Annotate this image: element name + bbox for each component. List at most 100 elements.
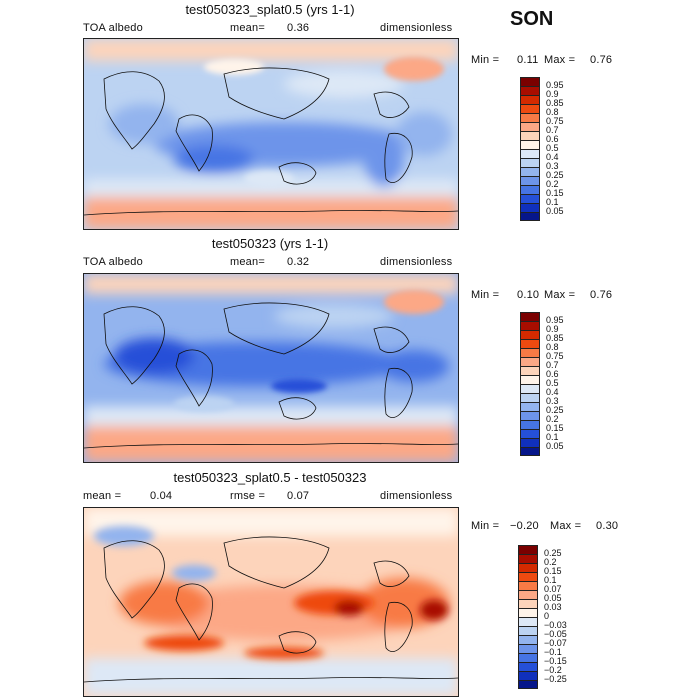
colorbar-tick-label: 0.03: [544, 602, 562, 612]
colorbar-tick-label: 0.15: [544, 566, 562, 576]
colorbar-tick-label: −0.03: [544, 620, 567, 630]
colorbar-tick-label: 0: [544, 611, 550, 621]
colorbar-tick-label: 0.9: [546, 89, 559, 99]
colorbar-tick-label: 0.2: [544, 557, 557, 567]
colorbar-cell: [518, 608, 538, 617]
panel-2-mean-label: mean=: [230, 256, 265, 268]
colorbar-tick-label: 0.8: [546, 107, 559, 117]
colorbar-cell: [518, 680, 538, 689]
panel-2-map-svg: [84, 274, 458, 462]
colorbar-cell: [520, 140, 540, 149]
colorbar-tick-label: 0.2: [546, 414, 559, 424]
panel-1-map-svg: [84, 39, 458, 229]
colorbar-cell: [520, 375, 540, 384]
colorbar-tick-label: 0.1: [546, 197, 559, 207]
panel-1-max-label: Max =: [544, 54, 576, 66]
colorbar-cell: [520, 77, 540, 86]
colorbar-cell: [520, 131, 540, 140]
colorbar-cell: [518, 653, 538, 662]
colorbar-cell: [520, 447, 540, 456]
colorbar-tick-label: 0.5: [546, 143, 559, 153]
colorbar-cell: [520, 429, 540, 438]
panel-2-title: test050323 (yrs 1-1): [211, 236, 329, 251]
colorbar-cell: [520, 185, 540, 194]
panel-1-map: [83, 38, 459, 230]
panel-3-max-label: Max =: [550, 520, 582, 532]
panel-3-rmse-label: rmse =: [230, 490, 266, 502]
colorbar-cell: [520, 312, 540, 321]
panel-1-mean-value: 0.36: [287, 22, 310, 34]
colorbar-cell: [520, 384, 540, 393]
colorbar-tick-label: 0.15: [546, 188, 564, 198]
colorbar-cell: [520, 86, 540, 95]
panel-2-colorbar: 0.95 0.9 0.85 0.8 0.75 0.7 0.6 0.5 0.4 0.3 0.25 0.2…: [520, 312, 580, 456]
panel-1-max-value: 0.76: [590, 54, 613, 66]
colorbar-cell: [520, 330, 540, 339]
panel-2-field-label: TOA albedo: [83, 256, 143, 268]
panel-3-min-value: −0.20: [510, 520, 539, 532]
colorbar-tick-label: 0.75: [546, 116, 564, 126]
colorbar-cell: [518, 635, 538, 644]
colorbar-cell: [518, 599, 538, 608]
panel-2-min-label: Min =: [471, 289, 500, 301]
panel-2-min-value: 0.10: [517, 289, 540, 301]
colorbar-tick-label: 0.85: [546, 98, 564, 108]
colorbar-tick-label: −0.1: [544, 647, 562, 657]
panel-3-mean-value: 0.04: [150, 490, 173, 502]
panel-3-mean-label: mean =: [83, 490, 122, 502]
colorbar-tick-label: 0.75: [546, 351, 564, 361]
colorbar-cell: [520, 95, 540, 104]
colorbar-cell: [520, 149, 540, 158]
colorbar-cell: [520, 402, 540, 411]
colorbar-tick-label: 0.9: [546, 324, 559, 334]
colorbar-cell: [518, 626, 538, 635]
panel-2-coastlines: [84, 302, 458, 449]
panel-1-min-label: Min =: [471, 54, 500, 66]
colorbar-tick-label: 0.25: [546, 405, 564, 415]
colorbar-cell: [518, 572, 538, 581]
colorbar-tick-label: 0.2: [546, 179, 559, 189]
colorbar-cell: [520, 393, 540, 402]
colorbar-tick-label: 0.25: [546, 170, 564, 180]
colorbar-cell: [518, 581, 538, 590]
colorbar-cell: [520, 194, 540, 203]
panel-3-coastlines: [84, 536, 458, 683]
colorbar-cell: [520, 411, 540, 420]
colorbar-cell: [518, 662, 538, 671]
panel-3-rmse-value: 0.07: [287, 490, 310, 502]
colorbar-tick-label: −0.07: [544, 638, 567, 648]
panel-2-mean-value: 0.32: [287, 256, 310, 268]
panel-1-mean-label: mean=: [230, 22, 265, 34]
panel-1-coastlines: [84, 67, 458, 216]
colorbar-cell: [520, 321, 540, 330]
colorbar-tick-label: 0.7: [546, 125, 559, 135]
panel-2-max-label: Max =: [544, 289, 576, 301]
colorbar-cell: [520, 339, 540, 348]
colorbar-tick-label: 0.3: [546, 161, 559, 171]
colorbar-tick-label: 0.05: [546, 206, 564, 216]
colorbar-tick-label: 0.4: [546, 152, 559, 162]
colorbar-tick-label: 0.07: [544, 584, 562, 594]
colorbar-cell: [518, 671, 538, 680]
colorbar-cell: [520, 348, 540, 357]
colorbar-tick-label: 0.1: [546, 432, 559, 442]
panel-3-title: test050323_splat0.5 - test050323: [173, 470, 367, 485]
season-label: SON: [510, 8, 554, 30]
panel-3-map-svg: [84, 508, 458, 696]
colorbar-tick-label: 0.6: [546, 134, 559, 144]
colorbar-cell: [518, 644, 538, 653]
colorbar-tick-label: 0.6: [546, 369, 559, 379]
colorbar-cell: [518, 545, 538, 554]
colorbar-tick-label: 0.85: [546, 333, 564, 343]
colorbar-cell: [518, 617, 538, 626]
panel-3-map: [83, 507, 459, 697]
colorbar-cell: [520, 366, 540, 375]
colorbar-tick-label: 0.3: [546, 396, 559, 406]
colorbar-cell: [520, 420, 540, 429]
colorbar-tick-label: 0.8: [546, 342, 559, 352]
colorbar-cell: [518, 563, 538, 572]
colorbar-tick-label: 0.15: [546, 423, 564, 433]
colorbar-cell: [520, 203, 540, 212]
colorbar-tick-label: 0.5: [546, 378, 559, 388]
colorbar-tick-label: 0.4: [546, 387, 559, 397]
